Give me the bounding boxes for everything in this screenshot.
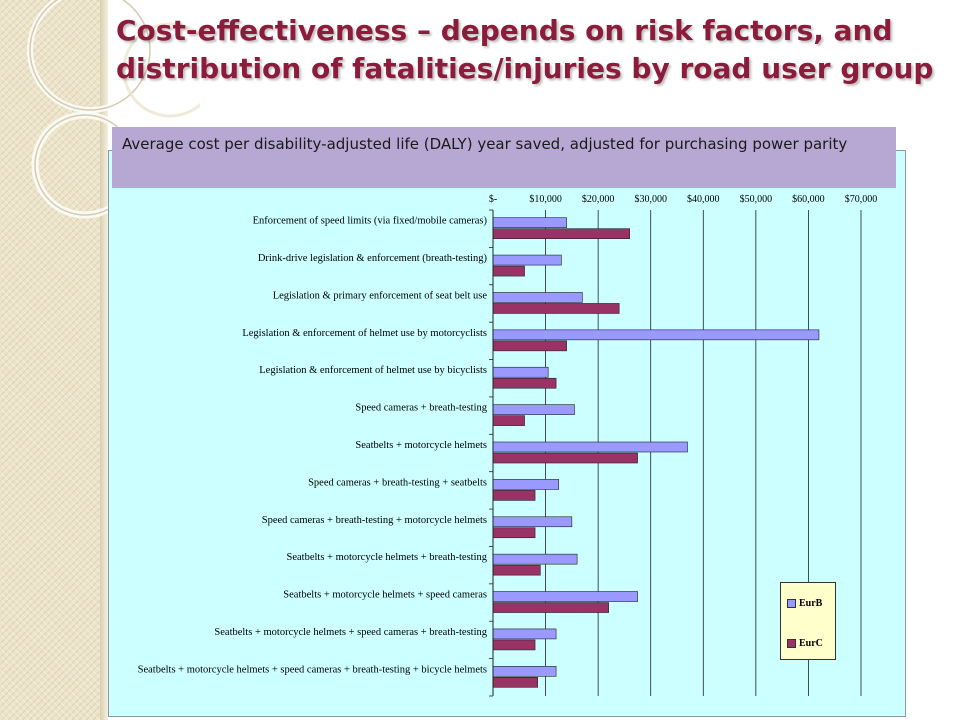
category-label: Seatbelts + motorcycle helmets + speed c…	[283, 590, 487, 601]
bar-eurc	[492, 377, 557, 389]
category-label: Speed cameras + breath-testing + seatbel…	[308, 477, 487, 488]
bar-eurb	[492, 479, 560, 490]
legend-swatch-eurc	[787, 639, 796, 648]
bar-eurc	[492, 639, 536, 651]
bar-eurb	[492, 366, 549, 378]
x-tick-label: $60,000	[792, 194, 825, 205]
bar-eurb	[492, 516, 573, 528]
legend-label-eurc: EurC	[799, 638, 823, 649]
category-label: Legislation & enforcement of helmet use …	[259, 365, 487, 376]
x-tick-label: $-	[489, 194, 497, 205]
chart-legend: EurB EurC	[780, 582, 836, 660]
category-label: Legislation & primary enforcement of sea…	[273, 290, 488, 301]
bar-chart: $- $10,000 $20,000 $30,000 $40,000 $50,000 $60…	[138, 194, 878, 697]
bar-eurc	[492, 602, 609, 613]
textured-side-panel	[0, 0, 108, 720]
category-label: Enforcement of speed limits (via fixed/m…	[253, 216, 488, 227]
bar-eurb	[492, 666, 557, 677]
slide-title: Cost-effectiveness – depends on risk fac…	[116, 14, 934, 85]
bar-eurb	[492, 628, 557, 640]
bar-eurc	[492, 677, 538, 688]
bar-eurb	[492, 553, 578, 565]
legend-label-eurb: EurB	[799, 598, 823, 609]
chart-area: $- $10,000 $20,000 $30,000 $40,000 $50,000 $60…	[108, 150, 906, 717]
chart-subtitle: Average cost per disability-adjusted lif…	[122, 135, 848, 153]
x-tick-label: $30,000	[634, 194, 667, 205]
category-label: Legislation & enforcement of helmet use …	[242, 328, 487, 339]
category-label: Seatbelts + motorcycle helmets	[355, 440, 487, 451]
category-label: Seatbelts + motorcycle helmets + speed c…	[214, 627, 487, 638]
side-panel-edge	[100, 0, 108, 720]
category-label: Seatbelts + motorcycle helmets + breath-…	[287, 552, 488, 563]
bar-eurc	[492, 265, 525, 277]
bar-eurb	[492, 329, 820, 341]
bar-eurb	[492, 254, 562, 266]
x-tick-label: $40,000	[687, 194, 720, 205]
bar-eurc	[492, 452, 638, 464]
x-tick-label: $50,000	[740, 194, 773, 205]
category-label: Speed cameras + breath-testing	[355, 403, 487, 414]
category-label: Drink-drive legislation & enforcement (b…	[258, 253, 488, 264]
bar-eurc	[492, 340, 567, 352]
bar-eurc	[492, 527, 536, 539]
category-label: Speed cameras + breath-testing + motorcy…	[262, 515, 487, 526]
bar-eurb	[492, 441, 688, 453]
bar-eurb	[492, 591, 638, 602]
x-tick-label: $10,000	[529, 194, 562, 205]
category-label: Seatbelts + motorcycle helmets + speed c…	[138, 664, 487, 675]
bar-eurb	[492, 217, 567, 228]
legend-item-eurc: EurC	[787, 638, 823, 649]
bar-eurc	[492, 415, 525, 426]
legend-item-eurb: EurB	[787, 598, 822, 609]
bar-eurc	[492, 490, 536, 501]
bar-eurb	[492, 404, 575, 415]
bar-eurc	[492, 228, 630, 239]
x-tick-label: $20,000	[582, 194, 615, 205]
bar-eurc	[492, 303, 620, 314]
x-tick-label: $70,000	[845, 194, 878, 205]
bar-eurc	[492, 564, 541, 576]
chart-subtitle-banner: Average cost per disability-adjusted lif…	[112, 127, 896, 188]
bar-eurb	[492, 292, 583, 303]
legend-swatch-eurb	[787, 599, 796, 608]
